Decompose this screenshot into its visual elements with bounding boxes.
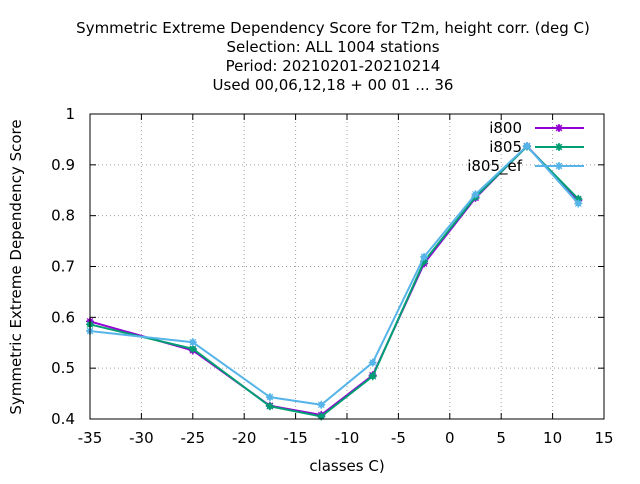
chart-title: Symmetric Extreme Dependency Score for T… <box>76 19 590 94</box>
series-i805 <box>86 142 583 421</box>
y-tick-label: 0.6 <box>51 308 75 326</box>
y-tick-label: 0.9 <box>51 156 75 174</box>
series-i800 <box>86 142 583 419</box>
x-tick-label: -10 <box>335 429 360 447</box>
x-tick-label: -5 <box>391 429 406 447</box>
legend-marker <box>555 162 563 170</box>
data-point <box>471 190 480 199</box>
series-line <box>89 144 580 416</box>
data-point <box>265 393 274 402</box>
legend-entry-i805_ef: i805_ef <box>467 157 584 176</box>
y-tick-label: 1 <box>65 105 75 123</box>
y-tick-label: 0.5 <box>51 359 75 377</box>
legend-entry-i800: i800 <box>489 119 584 137</box>
legend-marker <box>555 143 563 151</box>
legend-entry-i805: i805 <box>489 138 584 156</box>
axis-ticks: -35 -30 -25 -20 -15 -10 -5 0 5 10 15 0.4 0.5 0.6 0.7 0.… <box>51 105 613 447</box>
series-line <box>89 144 580 406</box>
data-point <box>522 142 531 151</box>
x-tick-label: -20 <box>232 429 257 447</box>
data-point <box>420 252 429 261</box>
x-axis-label: classes C) <box>309 457 384 475</box>
data-point <box>265 402 274 411</box>
y-tick-label: 0.4 <box>51 410 75 428</box>
x-tick-label: 10 <box>543 429 562 447</box>
x-tick-label: 5 <box>496 429 506 447</box>
x-tick-label: 15 <box>594 429 613 447</box>
title-line-4: Used 00,06,12,18 + 00 01 ... 36 <box>213 76 454 94</box>
legend-label: i800 <box>489 119 522 137</box>
title-line-1: Symmetric Extreme Dependency Score for T… <box>76 19 590 37</box>
y-tick-label: 0.7 <box>51 258 75 276</box>
x-tick-label: 0 <box>445 429 455 447</box>
legend-label: i805_ef <box>467 157 523 176</box>
series-lines <box>86 142 583 421</box>
x-tick-label: -30 <box>129 429 154 447</box>
x-tick-label: -25 <box>181 429 206 447</box>
data-point <box>188 338 197 347</box>
x-tick-label: -35 <box>78 429 103 447</box>
legend-label: i805 <box>489 138 522 156</box>
data-point <box>317 400 326 409</box>
data-point <box>368 372 377 381</box>
y-axis-label: Symmetric Extreme Dependency Score <box>7 119 25 414</box>
series-i805_ef <box>86 142 583 409</box>
title-line-2: Selection: ALL 1004 stations <box>226 38 439 56</box>
legend-marker <box>555 124 563 132</box>
y-tick-label: 0.8 <box>51 207 75 225</box>
data-point <box>188 344 197 353</box>
data-point <box>368 358 377 367</box>
title-line-3: Period: 20210201-20210214 <box>226 57 441 75</box>
data-point <box>574 199 583 208</box>
grid <box>90 114 604 419</box>
x-tick-label: -15 <box>283 429 308 447</box>
series-line <box>89 145 580 418</box>
